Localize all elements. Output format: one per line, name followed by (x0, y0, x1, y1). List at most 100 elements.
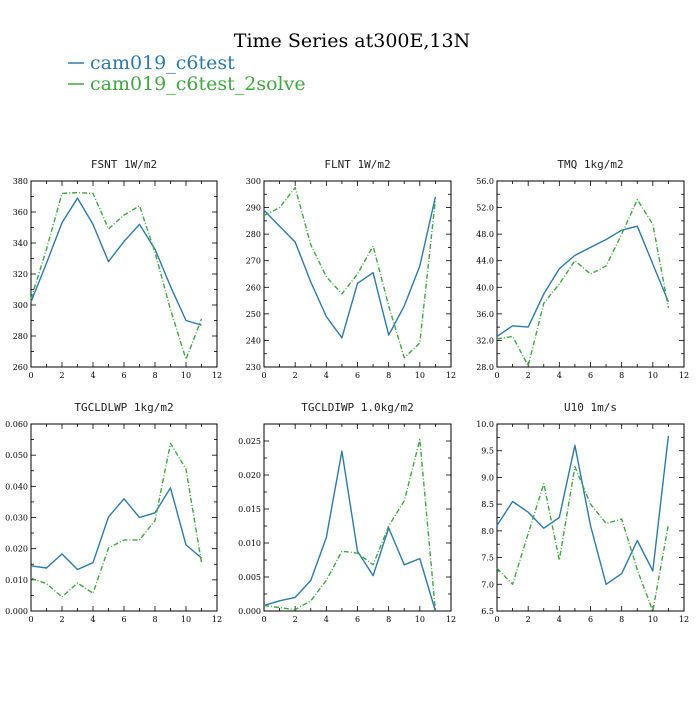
x-tick-label: 12 (446, 371, 456, 380)
y-tick-label: 360 (13, 208, 28, 217)
x-tick-label: 6 (588, 615, 593, 624)
series-line-cam019-c6test-2solve (496, 198, 670, 367)
y-tick-label: 8.5 (481, 500, 494, 509)
x-tick-label: 8 (386, 615, 391, 624)
plot-frame-tgcldiwp (263, 423, 452, 612)
series-line-cam019-c6test-2solve (30, 442, 203, 598)
x-tick-label: 0 (494, 371, 499, 380)
chart-title-fsnt: FSNT 1W/m2 (91, 158, 157, 171)
y-tick-label: 0.040 (5, 482, 28, 491)
y-tick-label: 7.5 (481, 554, 494, 563)
x-tick-label: 0 (28, 615, 33, 624)
chart-tmq: TMQ 1kg/m2 0 2 4 6 8 10 12 28.0 32.0 36.0 40.0 44.0 4… (476, 158, 689, 380)
chart-title-tmq: TMQ 1kg/m2 (557, 158, 623, 171)
x-tick-label: 12 (212, 615, 222, 624)
x-tick-label: 4 (324, 371, 329, 380)
y-tick-label: 0.020 (238, 471, 261, 480)
x-tick-label: 12 (446, 615, 456, 624)
y-tick-label: 6.5 (481, 607, 494, 616)
plot-frame-tmq (496, 180, 685, 368)
plot-frame-fsnt (30, 180, 218, 368)
x-tick-label: 8 (619, 615, 624, 624)
y-tick-label: 280 (13, 332, 28, 341)
y-tick-label: 9.5 (481, 447, 494, 456)
x-tick-label: 8 (619, 371, 624, 380)
y-tick-label: 340 (13, 239, 28, 248)
x-tick-label: 2 (59, 615, 64, 624)
figure-legend: cam019_c6test cam019_c6test_2solve (68, 52, 306, 95)
x-tick-label: 6 (588, 371, 593, 380)
x-tick-label: 10 (648, 371, 658, 380)
series-line-cam019-c6test-2solve (30, 191, 203, 360)
series-line-cam019-c6test-2solve (263, 186, 437, 359)
series-line-cam019-c6test (30, 487, 202, 571)
y-tick-label: 270 (246, 257, 261, 266)
x-tick-label: 0 (494, 615, 499, 624)
series-line-cam019-c6test-2solve (263, 438, 437, 612)
x-tick-label: 2 (59, 371, 64, 380)
x-tick-label: 6 (121, 371, 126, 380)
y-tick-label: 380 (13, 177, 28, 186)
chart-tgcldiwp: TGCLDIWP 1.0kg/m2 0 2 4 6 8 10 12 0.000 0.005 0.01… (238, 401, 456, 624)
y-tick-label: 0.010 (238, 539, 261, 548)
x-tick-label: 12 (679, 615, 689, 624)
chart-flnt: FLNT 1W/m2 0 2 4 6 8 10 12 230 240 250 260 270 280 290… (246, 158, 456, 380)
chart-title-flnt: FLNT 1W/m2 (324, 158, 390, 171)
chart-u10: U10 1m/s 0 2 4 6 8 10 12 6.5 7.0 7.5 8.0 8.5 9.0 9.5 10… (476, 401, 689, 624)
y-tick-label: 9.0 (481, 473, 494, 482)
y-tick-label: 10.0 (476, 420, 494, 429)
legend-label-cam019-c6test: cam019_c6test (90, 52, 235, 74)
x-tick-label: 4 (90, 615, 95, 624)
y-tick-label: 230 (246, 363, 261, 372)
series-line-cam019-c6test (496, 435, 670, 585)
x-tick-label: 6 (355, 615, 360, 624)
x-tick-label: 10 (415, 615, 425, 624)
y-tick-label: 36.0 (476, 310, 494, 319)
chart-tgcldlwp: TGCLDLWP 1kg/m2 0 2 4 6 8 10 12 0.000 0.010 0.020 0… (5, 401, 222, 624)
y-tick-label: 7.0 (481, 580, 494, 589)
x-tick-label: 4 (90, 371, 95, 380)
x-tick-label: 4 (324, 615, 329, 624)
x-tick-label: 6 (355, 371, 360, 380)
chart-panels: FSNT 1W/m20 2 4 6 8 10 12260280300320340360380… (5, 158, 689, 624)
x-tick-label: 12 (212, 371, 222, 380)
x-tick-label: 0 (261, 371, 266, 380)
y-tick-label: 28.0 (476, 363, 494, 372)
y-tick-label: 250 (246, 310, 261, 319)
y-tick-label: 0.005 (238, 573, 261, 582)
figure-title: Time Series at300E,13N (234, 30, 470, 52)
y-tick-label: 44.0 (476, 257, 494, 266)
x-tick-label: 12 (679, 371, 689, 380)
chart-title-u10: U10 1m/s (564, 401, 617, 414)
series-line-cam019-c6test (263, 450, 437, 612)
x-tick-label: 2 (293, 371, 298, 380)
y-tick-label: 40.0 (476, 283, 494, 292)
y-tick-label: 0.050 (5, 451, 28, 460)
y-tick-label: 0.030 (5, 514, 28, 523)
x-tick-label: 10 (181, 371, 191, 380)
series-line-cam019-c6test (263, 196, 437, 339)
x-tick-label: 10 (415, 371, 425, 380)
plot-frame-flnt (263, 180, 452, 368)
x-tick-label: 4 (557, 615, 562, 624)
y-tick-label: 290 (246, 204, 261, 213)
x-tick-label: 2 (526, 615, 531, 624)
y-tick-label: 0.000 (5, 607, 28, 616)
series-line-cam019-c6test-2solve (496, 466, 670, 612)
x-tick-label: 2 (293, 615, 298, 624)
x-tick-label: 10 (648, 615, 658, 624)
x-tick-label: 8 (152, 615, 157, 624)
y-tick-label: 0.060 (5, 420, 28, 429)
x-tick-label: 4 (557, 371, 562, 380)
y-tick-label: 300 (13, 301, 28, 310)
x-tick-label: 10 (181, 615, 191, 624)
y-tick-label: 8.0 (481, 527, 494, 536)
series-line-cam019-c6test (496, 225, 670, 337)
x-tick-label: 8 (152, 371, 157, 380)
plot-frame-tgcldlwp (30, 423, 218, 612)
x-tick-label: 0 (261, 615, 266, 624)
y-tick-label: 0.015 (238, 505, 261, 514)
plot-frame-u10 (496, 423, 685, 612)
y-tick-label: 260 (246, 283, 261, 292)
